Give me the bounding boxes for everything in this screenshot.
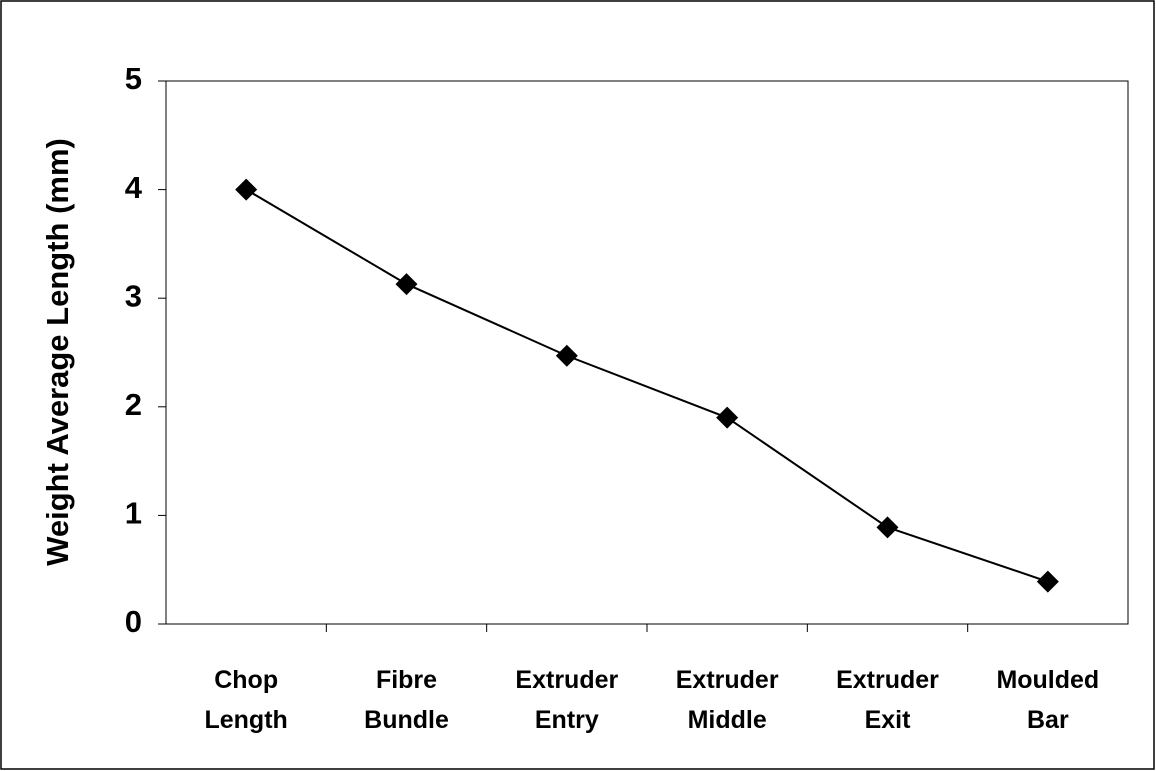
plot-area [165, 80, 1129, 625]
marker [395, 273, 418, 296]
x-tick-label: Extruder Exit [836, 666, 939, 734]
y-tick-label: 5 [125, 61, 142, 96]
marker [1036, 570, 1059, 593]
marker [555, 344, 578, 367]
y-tick-label: 0 [125, 604, 142, 639]
x-tick-label: Chop Length [204, 666, 288, 734]
marker [876, 516, 899, 539]
y-tick-label: 3 [125, 278, 142, 313]
line [245, 188, 1049, 583]
x-tick-label: Extruder Middle [675, 666, 779, 734]
y-tick-label: 4 [125, 170, 143, 205]
marker [235, 178, 258, 201]
y-tick-label: 2 [125, 387, 142, 422]
y-axis-title: Weight Average Length (mm) [40, 138, 75, 566]
marker [716, 406, 739, 429]
x-tick-label: Moulded Bar [996, 666, 1100, 734]
y-tick-label: 1 [125, 496, 142, 531]
x-tick-label: Fibre Bundle [364, 666, 449, 734]
x-tick-label: Extruder Entry [515, 666, 619, 734]
